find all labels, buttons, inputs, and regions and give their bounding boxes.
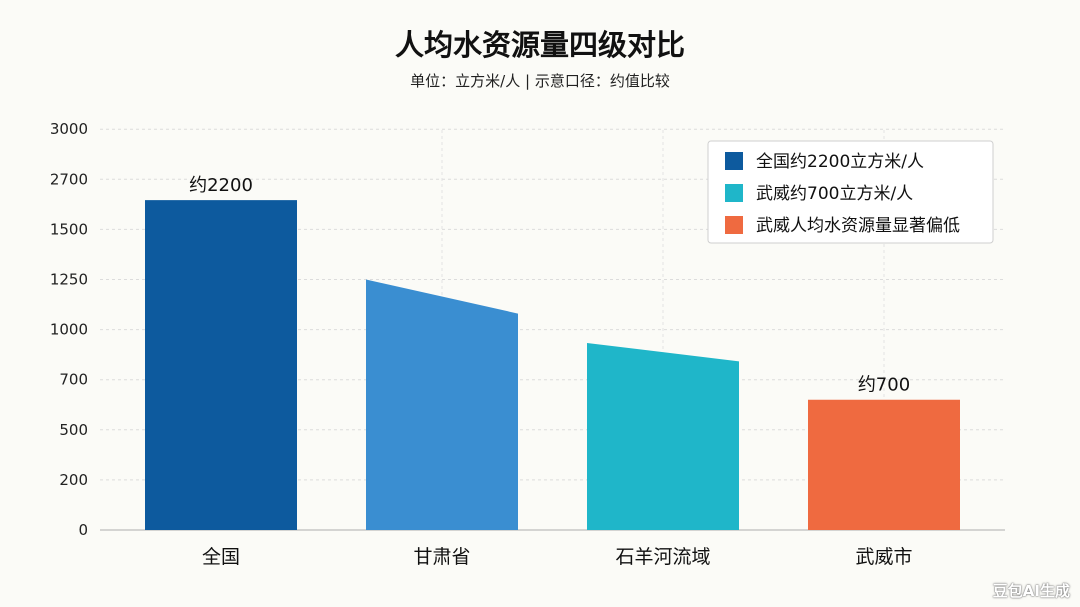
legend-label: 全国约2200立方米/人	[756, 152, 924, 172]
legend-label: 武威人均水资源量显著偏低	[756, 216, 960, 236]
chart-subtitle: 单位：立方米/人 | 示意口径：约值比较	[410, 72, 670, 90]
watermark: 豆包AI生成	[992, 582, 1070, 600]
legend-swatch	[725, 216, 743, 234]
x-tick-label: 石羊河流域	[615, 546, 710, 568]
y-tick-label: 700	[59, 371, 88, 389]
y-tick-label: 0	[78, 521, 88, 539]
legend-swatch	[725, 152, 743, 170]
bar-1	[145, 200, 297, 531]
bar-3	[587, 342, 739, 530]
bar-4	[808, 399, 960, 530]
x-tick-label: 武威市	[855, 546, 912, 568]
bar-series	[145, 200, 960, 531]
data-label: 约2200	[189, 175, 253, 196]
y-tick-label: 1500	[50, 220, 88, 238]
x-tick-label: 甘肃省	[413, 546, 470, 568]
y-tick-label: 1000	[50, 321, 88, 339]
data-label: 约700	[858, 375, 910, 396]
y-tick-label: 500	[59, 421, 88, 439]
legend-label: 武威约700立方米/人	[756, 184, 913, 204]
x-axis: 全国 甘肃省 石羊河流域 武威市	[202, 546, 913, 568]
x-tick-label: 全国	[202, 546, 240, 568]
y-tick-label: 1250	[50, 271, 88, 289]
legend-box	[707, 140, 994, 244]
legend-swatch	[725, 184, 743, 202]
y-tick-label: 200	[59, 471, 88, 489]
y-tick-label: 2700	[50, 170, 88, 188]
bar-2	[366, 279, 518, 530]
chart-title: 人均水资源量四级对比	[394, 28, 685, 62]
y-tick-label: 3000	[50, 120, 88, 138]
data-labels: 约2200 约700	[189, 175, 910, 396]
